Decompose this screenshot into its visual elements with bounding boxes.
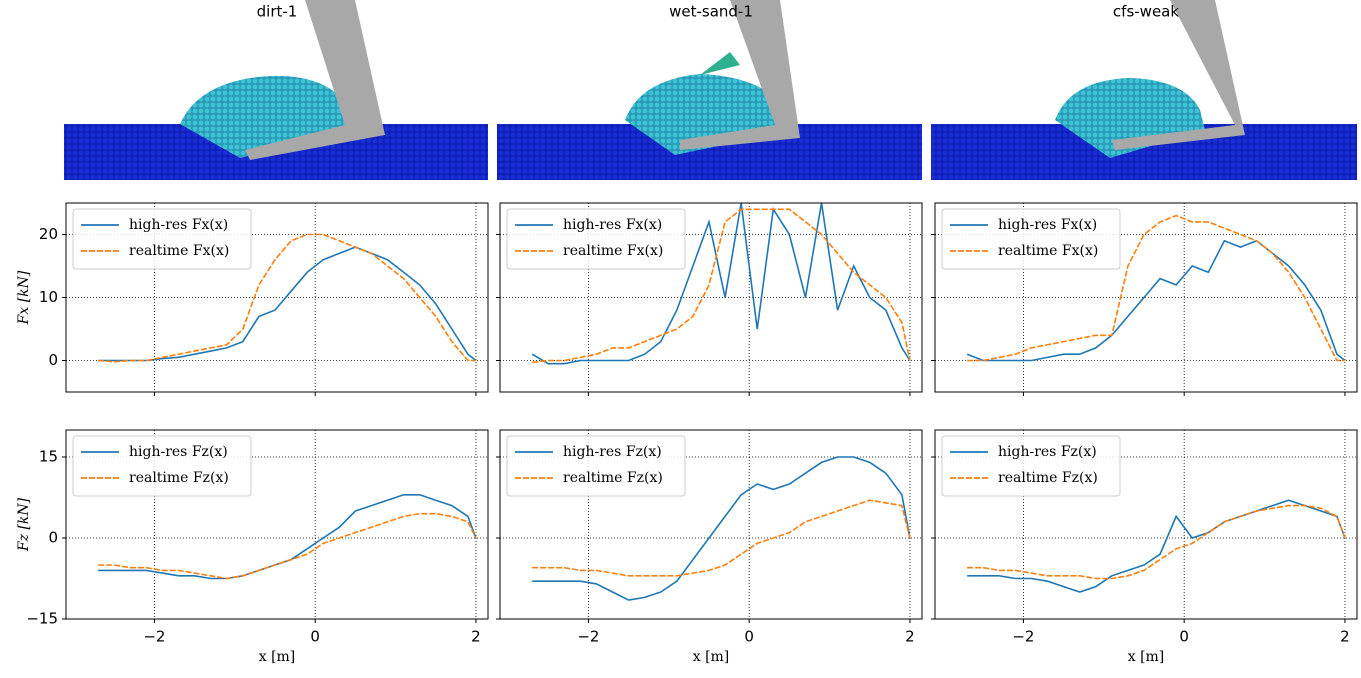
- panel-title: dirt-1: [257, 3, 298, 21]
- legend-label: realtime Fz(x): [129, 470, 229, 486]
- legend-label: realtime Fx(x): [563, 243, 663, 259]
- legend-label: realtime Fx(x): [129, 243, 229, 259]
- plot-frame: [934, 202, 1358, 393]
- x-tick-label: 2: [1340, 628, 1350, 646]
- legend-label: realtime Fz(x): [998, 470, 1098, 486]
- legend-box: [506, 435, 686, 497]
- series-line: [98, 512, 477, 580]
- series-line: [532, 456, 911, 601]
- x-tick-label: 0: [1179, 628, 1189, 646]
- series-line: [967, 504, 1346, 580]
- plot-frame: [499, 429, 923, 620]
- x-axis-label: x [m]: [259, 649, 296, 665]
- legend-box: [72, 435, 252, 497]
- y-axis-label: Fx [kN]: [16, 270, 32, 325]
- x-tick-label: −2: [143, 628, 165, 646]
- series-line: [967, 214, 1345, 362]
- y-tick-label: 20: [39, 225, 58, 243]
- x-tick-label: −2: [577, 628, 599, 646]
- render-dirt: [64, 0, 488, 180]
- legend-label: high-res Fx(x): [998, 217, 1097, 233]
- legend-box: [941, 435, 1121, 497]
- series-line: [531, 203, 911, 365]
- plot-frame: [499, 202, 923, 393]
- legend-label: high-res Fx(x): [563, 217, 662, 233]
- series-line: [967, 499, 1346, 593]
- plot-frame: [934, 429, 1358, 620]
- legend-box: [72, 208, 252, 270]
- y-tick-label: 0: [48, 529, 58, 547]
- y-tick-label: 10: [39, 288, 58, 306]
- legend-label: realtime Fx(x): [998, 243, 1098, 259]
- plot-frame: [65, 429, 489, 620]
- x-axis-label: x [m]: [693, 649, 730, 665]
- series-line: [98, 246, 477, 362]
- panel-title: wet-sand-1: [669, 3, 753, 21]
- legend-box: [941, 208, 1121, 270]
- x-tick-label: 2: [905, 628, 915, 646]
- y-tick-label: 15: [39, 448, 58, 466]
- legend-box: [506, 208, 686, 270]
- x-tick-label: 2: [471, 628, 481, 646]
- series-line: [966, 239, 1346, 362]
- x-axis-label: x [m]: [1128, 649, 1165, 665]
- legend-label: high-res Fx(x): [129, 217, 228, 233]
- legend-label: high-res Fz(x): [998, 444, 1097, 460]
- legend-label: high-res Fz(x): [129, 444, 228, 460]
- x-tick-label: 0: [310, 628, 320, 646]
- panel-title: cfs-weak: [1113, 3, 1179, 21]
- series-line: [98, 494, 477, 580]
- legend-label: high-res Fz(x): [563, 444, 662, 460]
- series-line: [532, 208, 911, 364]
- render-cfs-weak: [931, 0, 1357, 180]
- render-wet-sand: [497, 0, 922, 180]
- series-line: [98, 233, 476, 363]
- x-tick-label: −2: [1012, 628, 1034, 646]
- x-tick-label: 0: [744, 628, 754, 646]
- plot-frame: [65, 202, 489, 393]
- y-tick-label: −15: [26, 610, 58, 628]
- legend-label: realtime Fz(x): [563, 470, 663, 486]
- y-tick-label: 0: [48, 351, 58, 369]
- y-axis-label: Fz [kN]: [16, 497, 32, 552]
- series-line: [532, 499, 911, 577]
